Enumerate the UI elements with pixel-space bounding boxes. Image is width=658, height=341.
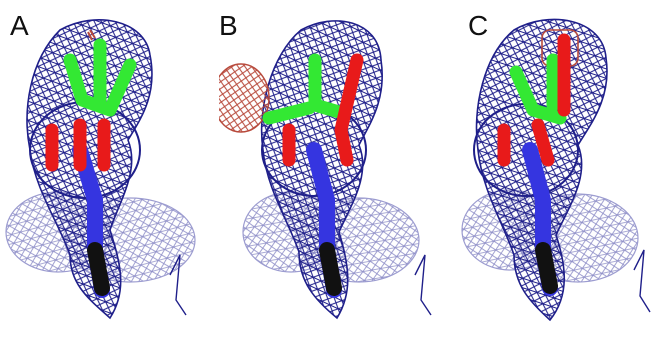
mesh-fragment: [414, 254, 432, 316]
green-sticks: [509, 53, 567, 125]
panel-a-density-render: [5, 19, 196, 320]
green-sticks: [262, 53, 346, 125]
green-sticks: [63, 38, 137, 117]
red-sticks: [282, 53, 364, 167]
panel-label-b: B: [219, 10, 238, 41]
panel-label-a: A: [10, 10, 29, 41]
panel-a: A: [0, 0, 219, 341]
red-difference-density: [219, 63, 270, 133]
panel-c-density-render: [461, 18, 651, 322]
red-sticks: [497, 33, 571, 167]
mesh-fragment: [169, 254, 187, 316]
panel-b: B: [219, 0, 438, 341]
dark-stick-segment: [87, 242, 110, 296]
dark-stick-segment: [319, 242, 342, 296]
dark-stick-segment: [535, 242, 558, 294]
red-sticks: [45, 118, 111, 172]
panel-label-c: C: [468, 10, 489, 41]
panel-b-density-render: [219, 20, 432, 320]
panel-c: C: [438, 0, 657, 341]
mesh-fragment: [633, 249, 651, 313]
red-mesh-fragment: [87, 29, 96, 41]
